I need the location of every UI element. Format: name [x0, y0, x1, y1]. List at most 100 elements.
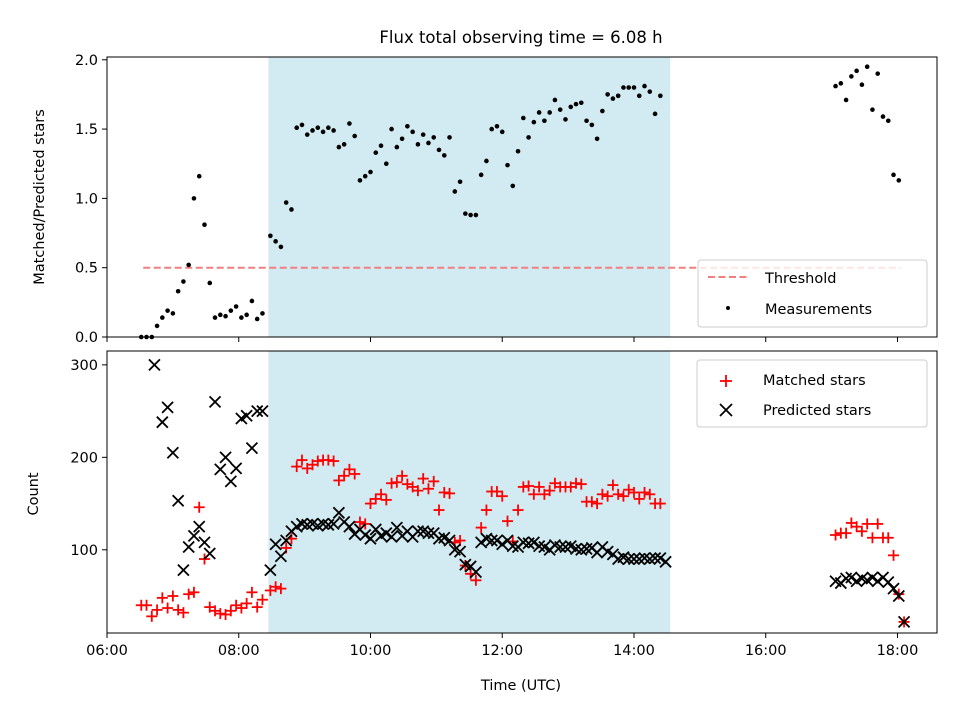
measurement-point	[864, 64, 870, 70]
measurement-point	[233, 304, 239, 309]
measurement-point	[515, 148, 521, 154]
predicted-star-point	[385, 530, 398, 543]
predicted-star-point	[422, 527, 435, 540]
measurement-point	[463, 211, 468, 216]
measurement-point	[600, 108, 605, 114]
y-tick-label: 1.0	[75, 191, 98, 207]
matched-star-point	[235, 602, 247, 614]
predicted-star-point	[156, 416, 169, 429]
measurement-point	[468, 212, 473, 218]
measurement-point	[426, 140, 431, 146]
measurement-point	[186, 262, 191, 268]
measurement-point	[294, 125, 300, 130]
matched-star-point	[256, 594, 268, 606]
y-tick-label: 2.0	[75, 53, 98, 69]
matched-star-point	[856, 525, 868, 537]
top-y-axis-label: Matched/Predicted stars	[32, 109, 48, 285]
measurement-point	[568, 104, 574, 110]
predicted-star-point	[659, 555, 672, 568]
measurement-point	[165, 308, 170, 313]
predicted-star-point	[229, 462, 243, 475]
predicted-star-point	[280, 534, 293, 547]
matched-star-point	[639, 486, 651, 498]
matched-star-point	[502, 515, 514, 527]
matched-star-point	[523, 480, 535, 492]
measurement-point	[875, 71, 881, 76]
measurement-point	[605, 92, 610, 97]
matched-star-point	[882, 532, 894, 544]
matched-star-point	[225, 605, 237, 617]
matched-star-point	[512, 504, 524, 516]
measurement-point	[368, 169, 373, 175]
predicted-star-point	[411, 525, 425, 538]
predicted-star-point	[469, 565, 483, 579]
measurement-point	[399, 136, 405, 142]
predicted-star-point	[845, 571, 858, 584]
predicted-star-point	[161, 401, 174, 414]
measurement-point	[244, 312, 249, 318]
matched-star-point	[851, 521, 863, 533]
measurement-point	[615, 93, 621, 99]
measurement-point	[447, 135, 452, 140]
top-axes-frame	[106, 56, 938, 338]
predicted-star-point	[866, 571, 879, 584]
predicted-star-point	[198, 536, 211, 549]
predicted-star-point	[219, 451, 232, 464]
measurement-point	[896, 178, 902, 183]
matched-star-point	[480, 504, 492, 516]
measurement-point	[410, 129, 415, 135]
y-tick-label: 0.5	[75, 261, 98, 277]
measurement-point	[478, 172, 484, 178]
predicted-star-point	[364, 532, 377, 545]
measurement-point	[268, 233, 273, 239]
predicted-star-point	[390, 521, 403, 534]
predicted-star-point	[193, 520, 206, 533]
predicted-star-point	[496, 538, 509, 551]
measurement-point	[191, 196, 197, 201]
measurement-point	[415, 142, 421, 147]
predicted-star-point	[453, 545, 467, 558]
matched-star-point	[607, 479, 619, 491]
predicted-star-point	[245, 441, 259, 455]
measurement-point	[436, 147, 442, 153]
measurement-point	[843, 97, 849, 103]
bottom-x-axis: 06:00 08:00 10:00 12:00 14:00 16:00 18:00	[86, 633, 918, 659]
matched-star-point	[602, 490, 614, 502]
measurement-points	[138, 64, 902, 340]
matched-star-point	[354, 516, 366, 528]
matched-star-point	[370, 493, 382, 505]
measurement-point	[260, 311, 265, 316]
measurement-point	[621, 85, 626, 90]
matched-star-point	[575, 478, 587, 490]
measurement-point	[505, 162, 510, 168]
matched-star-point	[146, 610, 158, 622]
matched-star-point	[333, 474, 345, 486]
predicted-star-point	[622, 552, 635, 566]
matched-star-point	[533, 481, 545, 493]
matched-star-point	[167, 590, 179, 602]
measurement-point	[326, 125, 331, 130]
measurement-point	[249, 298, 255, 304]
predicted-star-point	[208, 395, 222, 408]
matched-star-point	[544, 485, 556, 497]
measurement-point	[341, 142, 347, 147]
predicted-star-point	[887, 582, 900, 595]
predicted-star-point	[871, 575, 884, 588]
predicted-star-point	[224, 475, 237, 488]
measurement-point	[207, 280, 213, 286]
measurement-point	[531, 119, 537, 125]
measurement-point	[589, 122, 595, 128]
measurement-point	[573, 101, 579, 107]
measurement-point	[320, 129, 326, 135]
measurement-point	[849, 74, 854, 79]
matched-star-point	[349, 468, 361, 480]
measurement-point	[870, 107, 875, 112]
x-tick-label: 08:00	[218, 643, 260, 659]
top-highlight-band	[268, 57, 671, 337]
predicted-star-point	[327, 517, 340, 531]
measurement-point	[347, 121, 352, 126]
predicted-star-point	[332, 506, 346, 519]
measurement-point	[273, 239, 278, 244]
measurement-point	[362, 173, 368, 179]
